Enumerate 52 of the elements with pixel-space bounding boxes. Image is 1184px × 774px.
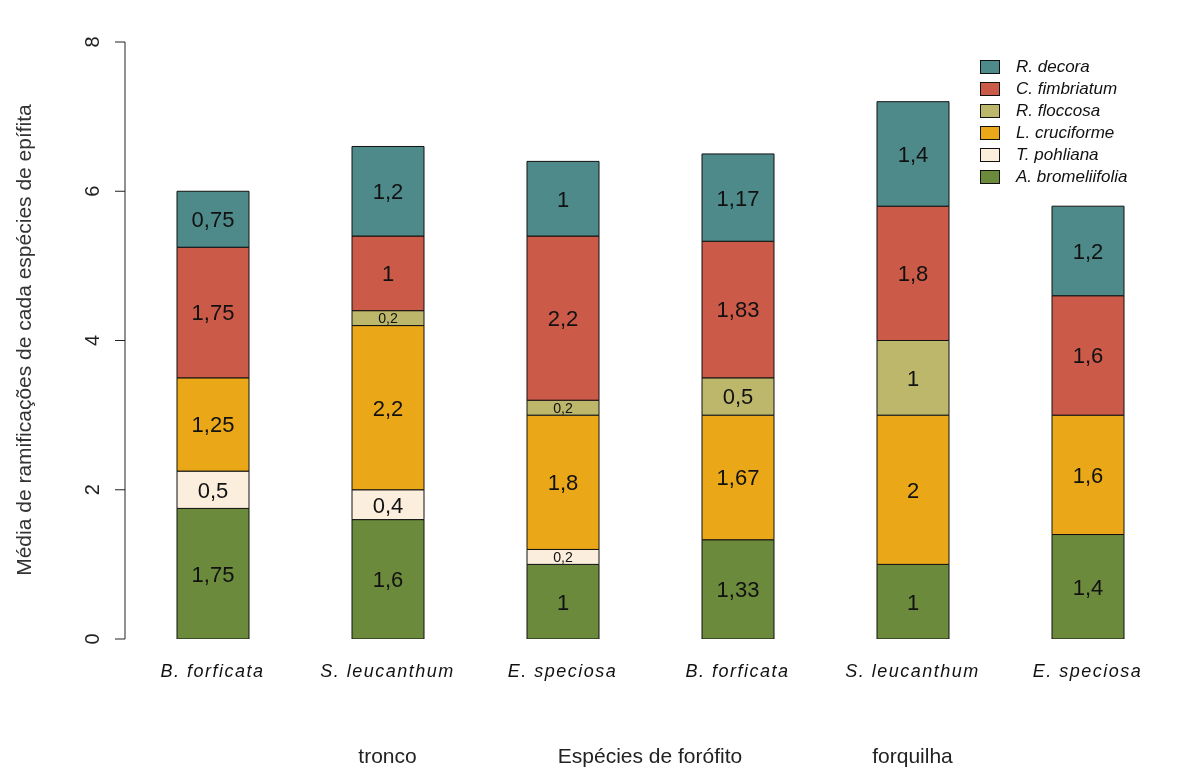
legend-label: R. decora xyxy=(1016,57,1090,77)
data-label: 1 xyxy=(381,261,395,287)
data-label: 1,6 xyxy=(1072,462,1104,488)
y-tick-label: 0 xyxy=(81,633,103,645)
data-label: 0,5 xyxy=(197,477,229,503)
y-tick-label: 8 xyxy=(81,36,103,48)
x-tick-label: S. leucanthum xyxy=(320,661,455,681)
data-label: 1,75 xyxy=(191,300,235,326)
legend-label: C. fimbriatum xyxy=(1016,79,1118,99)
data-label: 1 xyxy=(556,186,570,212)
x-tick-label: B. forficata xyxy=(685,661,790,681)
text: tronco xyxy=(358,744,417,768)
data-label: 1,33 xyxy=(716,577,760,603)
data-label: 1,4 xyxy=(1072,574,1104,600)
data-label: 0,2 xyxy=(378,310,398,327)
legend-label: L. cruciforme xyxy=(1016,123,1115,143)
x-axis-title: Espécies de forófito xyxy=(557,744,743,768)
data-label: 0,2 xyxy=(553,399,573,416)
legend-label: T. pohliana xyxy=(1016,145,1099,165)
data-label: 0,75 xyxy=(191,207,235,233)
data-label: 1 xyxy=(556,589,570,615)
data-label: 2,2 xyxy=(547,306,579,332)
y-axis-title: Média de ramificações de cada espécies de epífita xyxy=(12,104,36,576)
y-tick-label: 2 xyxy=(81,484,103,496)
data-label: 1 xyxy=(906,365,920,391)
y-tick-label: 6 xyxy=(81,185,103,197)
y-tick-label: 4 xyxy=(81,334,103,347)
x-tick-label: B. forficata xyxy=(160,661,265,681)
data-label: 1,6 xyxy=(1072,343,1104,369)
data-label: 2 xyxy=(906,477,920,503)
text: forquilha xyxy=(872,744,953,768)
data-label: 1,17 xyxy=(716,185,760,211)
data-label: 1,25 xyxy=(191,412,235,438)
data-label: 1,2 xyxy=(1072,238,1104,264)
data-label: 0,5 xyxy=(722,384,754,410)
legend-label: A. bromeliifolia xyxy=(1016,167,1128,187)
data-label: 1,2 xyxy=(372,179,404,205)
data-label: 1,6 xyxy=(372,567,404,593)
x-tick-label: E. speciosa xyxy=(1032,661,1143,681)
legend-label: R. floccosa xyxy=(1016,101,1101,121)
data-label: 1,75 xyxy=(191,561,235,587)
data-label: 1,4 xyxy=(897,141,929,167)
data-label: 1,67 xyxy=(716,465,760,491)
x-tick-label: E. speciosa xyxy=(507,661,618,681)
x-tick-label: S. leucanthum xyxy=(845,661,980,681)
data-label: 0,4 xyxy=(372,492,404,518)
data-label: 1,8 xyxy=(897,261,929,287)
data-label: 0,2 xyxy=(553,549,573,566)
data-label: 2,2 xyxy=(372,395,404,421)
data-label: 1 xyxy=(906,589,920,615)
data-label: 1,83 xyxy=(716,297,760,323)
data-label: 1,8 xyxy=(547,470,579,496)
